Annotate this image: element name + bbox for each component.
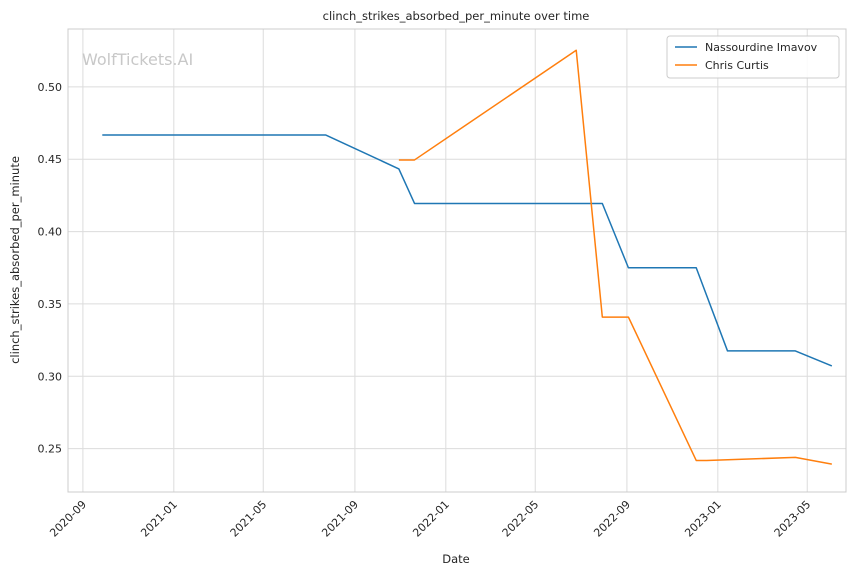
plot-area bbox=[68, 29, 846, 492]
grid-lines bbox=[68, 29, 846, 492]
legend-label: Chris Curtis bbox=[705, 59, 769, 72]
legend: Nassourdine Imavov Chris Curtis bbox=[666, 35, 840, 79]
series-line-1 bbox=[398, 49, 832, 465]
y-tick-label: 0.40 bbox=[38, 226, 63, 239]
plot-frame bbox=[67, 28, 847, 493]
y-tick-label: 0.25 bbox=[38, 443, 63, 456]
y-tick-label: 0.35 bbox=[38, 298, 63, 311]
y-tick-label: 0.45 bbox=[38, 153, 63, 166]
watermark-text: WolfTickets.AI bbox=[82, 50, 193, 69]
y-tick-labels: 0.25 0.30 0.35 0.40 0.45 0.50 bbox=[38, 81, 63, 456]
series-line-0 bbox=[102, 134, 833, 367]
y-tick-label: 0.30 bbox=[38, 370, 63, 383]
y-axis-label: clinch_strikes_absorbed_per_minute bbox=[8, 156, 22, 364]
legend-box bbox=[666, 35, 840, 79]
series-layer bbox=[102, 49, 833, 465]
y-tick-label: 0.50 bbox=[38, 81, 63, 94]
legend-label: Nassourdine Imavov bbox=[705, 41, 818, 54]
x-axis-label: Date bbox=[442, 552, 470, 566]
chart-title: clinch_strikes_absorbed_per_minute over … bbox=[323, 9, 590, 23]
